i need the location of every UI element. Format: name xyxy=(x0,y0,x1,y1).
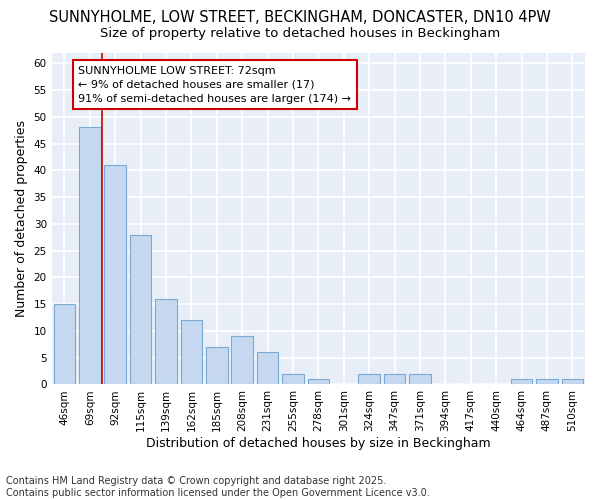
Bar xyxy=(282,374,304,384)
Text: SUNNYHOLME LOW STREET: 72sqm
← 9% of detached houses are smaller (17)
91% of sem: SUNNYHOLME LOW STREET: 72sqm ← 9% of det… xyxy=(79,66,352,104)
X-axis label: Distribution of detached houses by size in Beckingham: Distribution of detached houses by size … xyxy=(146,437,491,450)
Bar xyxy=(384,374,406,384)
Bar xyxy=(181,320,202,384)
Text: Size of property relative to detached houses in Beckingham: Size of property relative to detached ho… xyxy=(100,28,500,40)
Text: SUNNYHOLME, LOW STREET, BECKINGHAM, DONCASTER, DN10 4PW: SUNNYHOLME, LOW STREET, BECKINGHAM, DONC… xyxy=(49,10,551,25)
Bar xyxy=(53,304,75,384)
Bar xyxy=(562,379,583,384)
Y-axis label: Number of detached properties: Number of detached properties xyxy=(15,120,28,317)
Bar xyxy=(104,165,126,384)
Bar xyxy=(257,352,278,384)
Bar xyxy=(409,374,431,384)
Bar xyxy=(155,299,177,384)
Text: Contains HM Land Registry data © Crown copyright and database right 2025.
Contai: Contains HM Land Registry data © Crown c… xyxy=(6,476,430,498)
Bar xyxy=(536,379,557,384)
Bar xyxy=(358,374,380,384)
Bar xyxy=(79,128,101,384)
Bar xyxy=(308,379,329,384)
Bar xyxy=(206,347,227,385)
Bar xyxy=(511,379,532,384)
Bar xyxy=(232,336,253,384)
Bar xyxy=(130,234,151,384)
